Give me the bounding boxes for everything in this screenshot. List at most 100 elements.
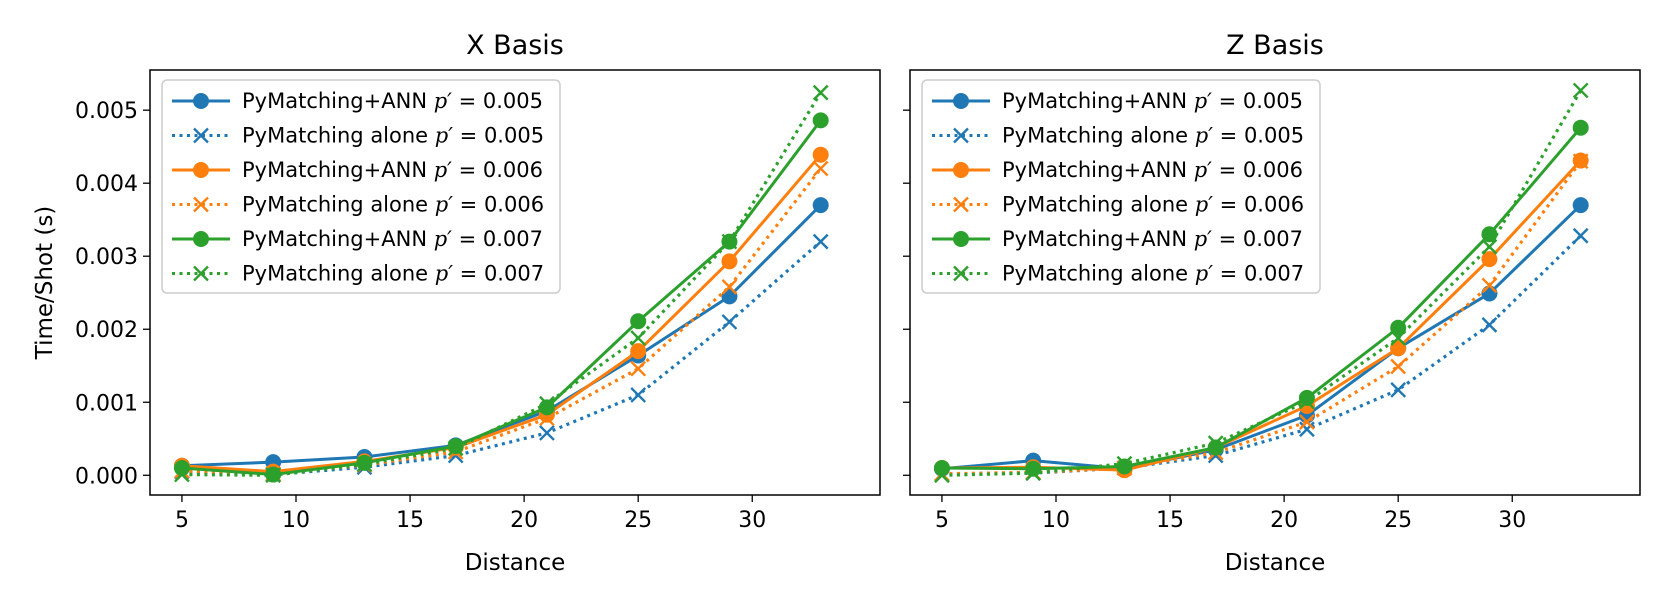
- legend-p-symbol: p′: [1194, 227, 1212, 251]
- y-tick-label: 0.003: [75, 245, 138, 270]
- y-tick-label: 0.001: [75, 391, 138, 416]
- legend-series-name: PyMatching+ANN: [1002, 89, 1194, 113]
- legend: PyMatching+ANN p′ = 0.005 PyMatching alon…: [921, 79, 1321, 294]
- legend-series-name: PyMatching alone: [1002, 124, 1195, 148]
- series-line: [181, 153, 822, 474]
- data-point: [1116, 458, 1133, 475]
- legend-label: PyMatching+ANN p′ = 0.007: [242, 227, 543, 251]
- series-line: [941, 89, 1583, 477]
- data-point: [630, 387, 647, 403]
- legend-p-value: = 0.005: [453, 124, 544, 148]
- legend-p-symbol: p′: [435, 193, 453, 217]
- legend-p-value: = 0.006: [1212, 158, 1303, 182]
- legend-series-name: PyMatching alone: [242, 193, 435, 217]
- data-point: [721, 253, 738, 270]
- x-tick-label: 5: [175, 508, 189, 533]
- legend-p-symbol: p′: [434, 158, 452, 182]
- legend-marker: [193, 127, 209, 144]
- data-point: [174, 466, 190, 483]
- x-tick-label: 5: [935, 508, 949, 533]
- legend-p-value: = 0.005: [1212, 89, 1303, 113]
- legend-label: PyMatching alone p′ = 0.007: [242, 262, 544, 286]
- y-tick-label: 0.002: [75, 318, 138, 343]
- x-tick-label: 15: [396, 508, 424, 533]
- data-point: [721, 279, 738, 295]
- legend-series-name: PyMatching+ANN: [242, 158, 434, 182]
- chart-title: X Basis: [466, 30, 564, 61]
- legend-p-value: = 0.006: [1213, 193, 1304, 217]
- legend-p-value: = 0.006: [453, 193, 544, 217]
- data-point: [1572, 197, 1589, 214]
- legend-p-value: = 0.005: [452, 89, 543, 113]
- data-point: [934, 467, 950, 484]
- legend-series-name: PyMatching+ANN: [1002, 158, 1194, 182]
- data-point: [538, 399, 555, 416]
- data-point: [721, 233, 738, 250]
- legend-p-value: = 0.006: [452, 158, 543, 182]
- x-axis-label: Distance: [465, 550, 566, 576]
- data-point: [1298, 389, 1315, 406]
- x-tick-label: 30: [1498, 508, 1526, 533]
- x-tick-label: 20: [1270, 508, 1298, 533]
- legend-label: PyMatching alone p′ = 0.006: [242, 193, 544, 217]
- legend-marker: [953, 93, 969, 109]
- legend-series-name: PyMatching alone: [242, 124, 435, 148]
- data-point: [447, 440, 464, 457]
- legend-box: [161, 79, 561, 294]
- data-point: [1481, 226, 1498, 243]
- data-point: [1572, 153, 1589, 170]
- legend-label: PyMatching+ANN p′ = 0.005: [242, 89, 543, 113]
- data-point: [721, 314, 738, 330]
- data-point: [812, 160, 829, 177]
- data-point: [1025, 465, 1042, 481]
- legend-label: PyMatching+ANN p′ = 0.006: [1002, 158, 1303, 182]
- data-point: [539, 395, 555, 412]
- data-point: [812, 233, 829, 250]
- data-point: [812, 146, 829, 163]
- series-line: [941, 126, 1582, 471]
- x-axis-label: Distance: [1225, 550, 1326, 576]
- legend-marker: [193, 196, 209, 213]
- legend-p-value: = 0.007: [453, 262, 544, 286]
- legend-label: PyMatching alone p′ = 0.007: [1002, 262, 1304, 286]
- data-point: [447, 438, 464, 455]
- legend-marker: [193, 93, 209, 109]
- legend-series-name: PyMatching alone: [1002, 262, 1195, 286]
- data-point: [1481, 317, 1498, 333]
- data-point: [1481, 285, 1498, 302]
- data-point: [265, 467, 282, 484]
- data-point: [1572, 227, 1589, 244]
- legend-p-value: = 0.007: [452, 227, 543, 251]
- data-point: [539, 425, 555, 441]
- legend-marker: [193, 231, 209, 247]
- data-point: [1299, 421, 1315, 438]
- legend-p-symbol: p′: [1195, 262, 1213, 286]
- legend-label: PyMatching+ANN p′ = 0.007: [1002, 227, 1303, 251]
- data-point: [1390, 340, 1407, 357]
- data-point: [812, 112, 829, 129]
- legend-series-name: PyMatching+ANN: [1002, 227, 1194, 251]
- legend-label: PyMatching+ANN p′ = 0.005: [1002, 89, 1303, 113]
- legend-p-symbol: p′: [434, 89, 452, 113]
- axes-frame: [909, 69, 1641, 496]
- data-point: [630, 360, 647, 377]
- data-point: [1390, 381, 1407, 398]
- data-point: [1025, 460, 1042, 477]
- data-point: [630, 313, 647, 330]
- legend-label: PyMatching alone p′ = 0.005: [242, 124, 544, 148]
- panel-z-basis: Z Basis Distance 5 10 15 20 25 30 PyMatching+ANN…: [903, 30, 1641, 576]
- legend-p-symbol: p′: [435, 262, 453, 286]
- legend-marker: [953, 231, 969, 247]
- data-point: [1572, 119, 1589, 136]
- data-point: [1572, 82, 1589, 99]
- x-tick-label: 20: [510, 508, 538, 533]
- legend-marker: [193, 162, 209, 178]
- legend-marker: [953, 127, 969, 144]
- series-line: [941, 204, 1582, 471]
- x-tick-label: 10: [1042, 508, 1070, 533]
- series-line: [181, 91, 823, 477]
- chart-title: Z Basis: [1226, 30, 1324, 61]
- legend-box: [921, 79, 1321, 294]
- data-point: [630, 343, 647, 360]
